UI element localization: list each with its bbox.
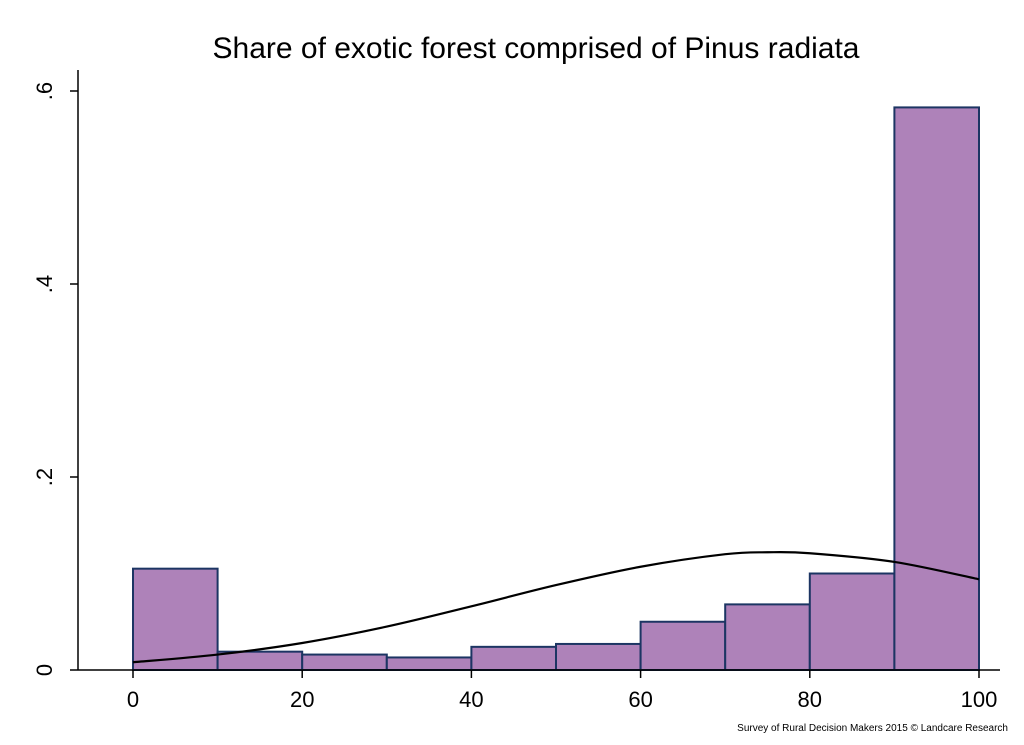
- histogram-bar-8: [808, 572, 896, 671]
- histogram-bar-7: [724, 603, 811, 672]
- x-tick-label-4: 80: [798, 687, 822, 712]
- histogram-bar-4: [470, 645, 557, 672]
- histogram-bar-1: [216, 650, 304, 671]
- y-tick-label-1: .2: [32, 468, 57, 486]
- x-tick-label-3: 60: [628, 687, 652, 712]
- density-curve: [132, 550, 980, 664]
- axes-group: 0 20 40 60 80 100 0 .2 .4 .6: [32, 70, 1000, 712]
- chart-title: Share of exotic forest comprised of Pinu…: [213, 32, 860, 65]
- histogram-bar-0: [132, 567, 219, 671]
- x-tick-label-0: 0: [127, 687, 139, 712]
- density-curve-group: [132, 550, 980, 664]
- histogram-bar-5: [555, 642, 642, 672]
- source-note: Survey of Rural Decision Makers 2015 © L…: [737, 723, 1008, 734]
- histogram-bar-6: [639, 620, 727, 671]
- x-tick-label-2: 40: [459, 687, 483, 712]
- x-tick-label-5: 100: [961, 687, 998, 712]
- y-tick-label-2: .4: [32, 275, 57, 293]
- x-tick-label-1: 20: [290, 687, 314, 712]
- y-tick-label-0: 0: [32, 664, 57, 676]
- y-tick-label-3: .6: [32, 82, 57, 100]
- histogram-bar-3: [385, 656, 473, 672]
- histogram-bar-2: [301, 653, 388, 671]
- histogram-bar-9: [893, 106, 981, 671]
